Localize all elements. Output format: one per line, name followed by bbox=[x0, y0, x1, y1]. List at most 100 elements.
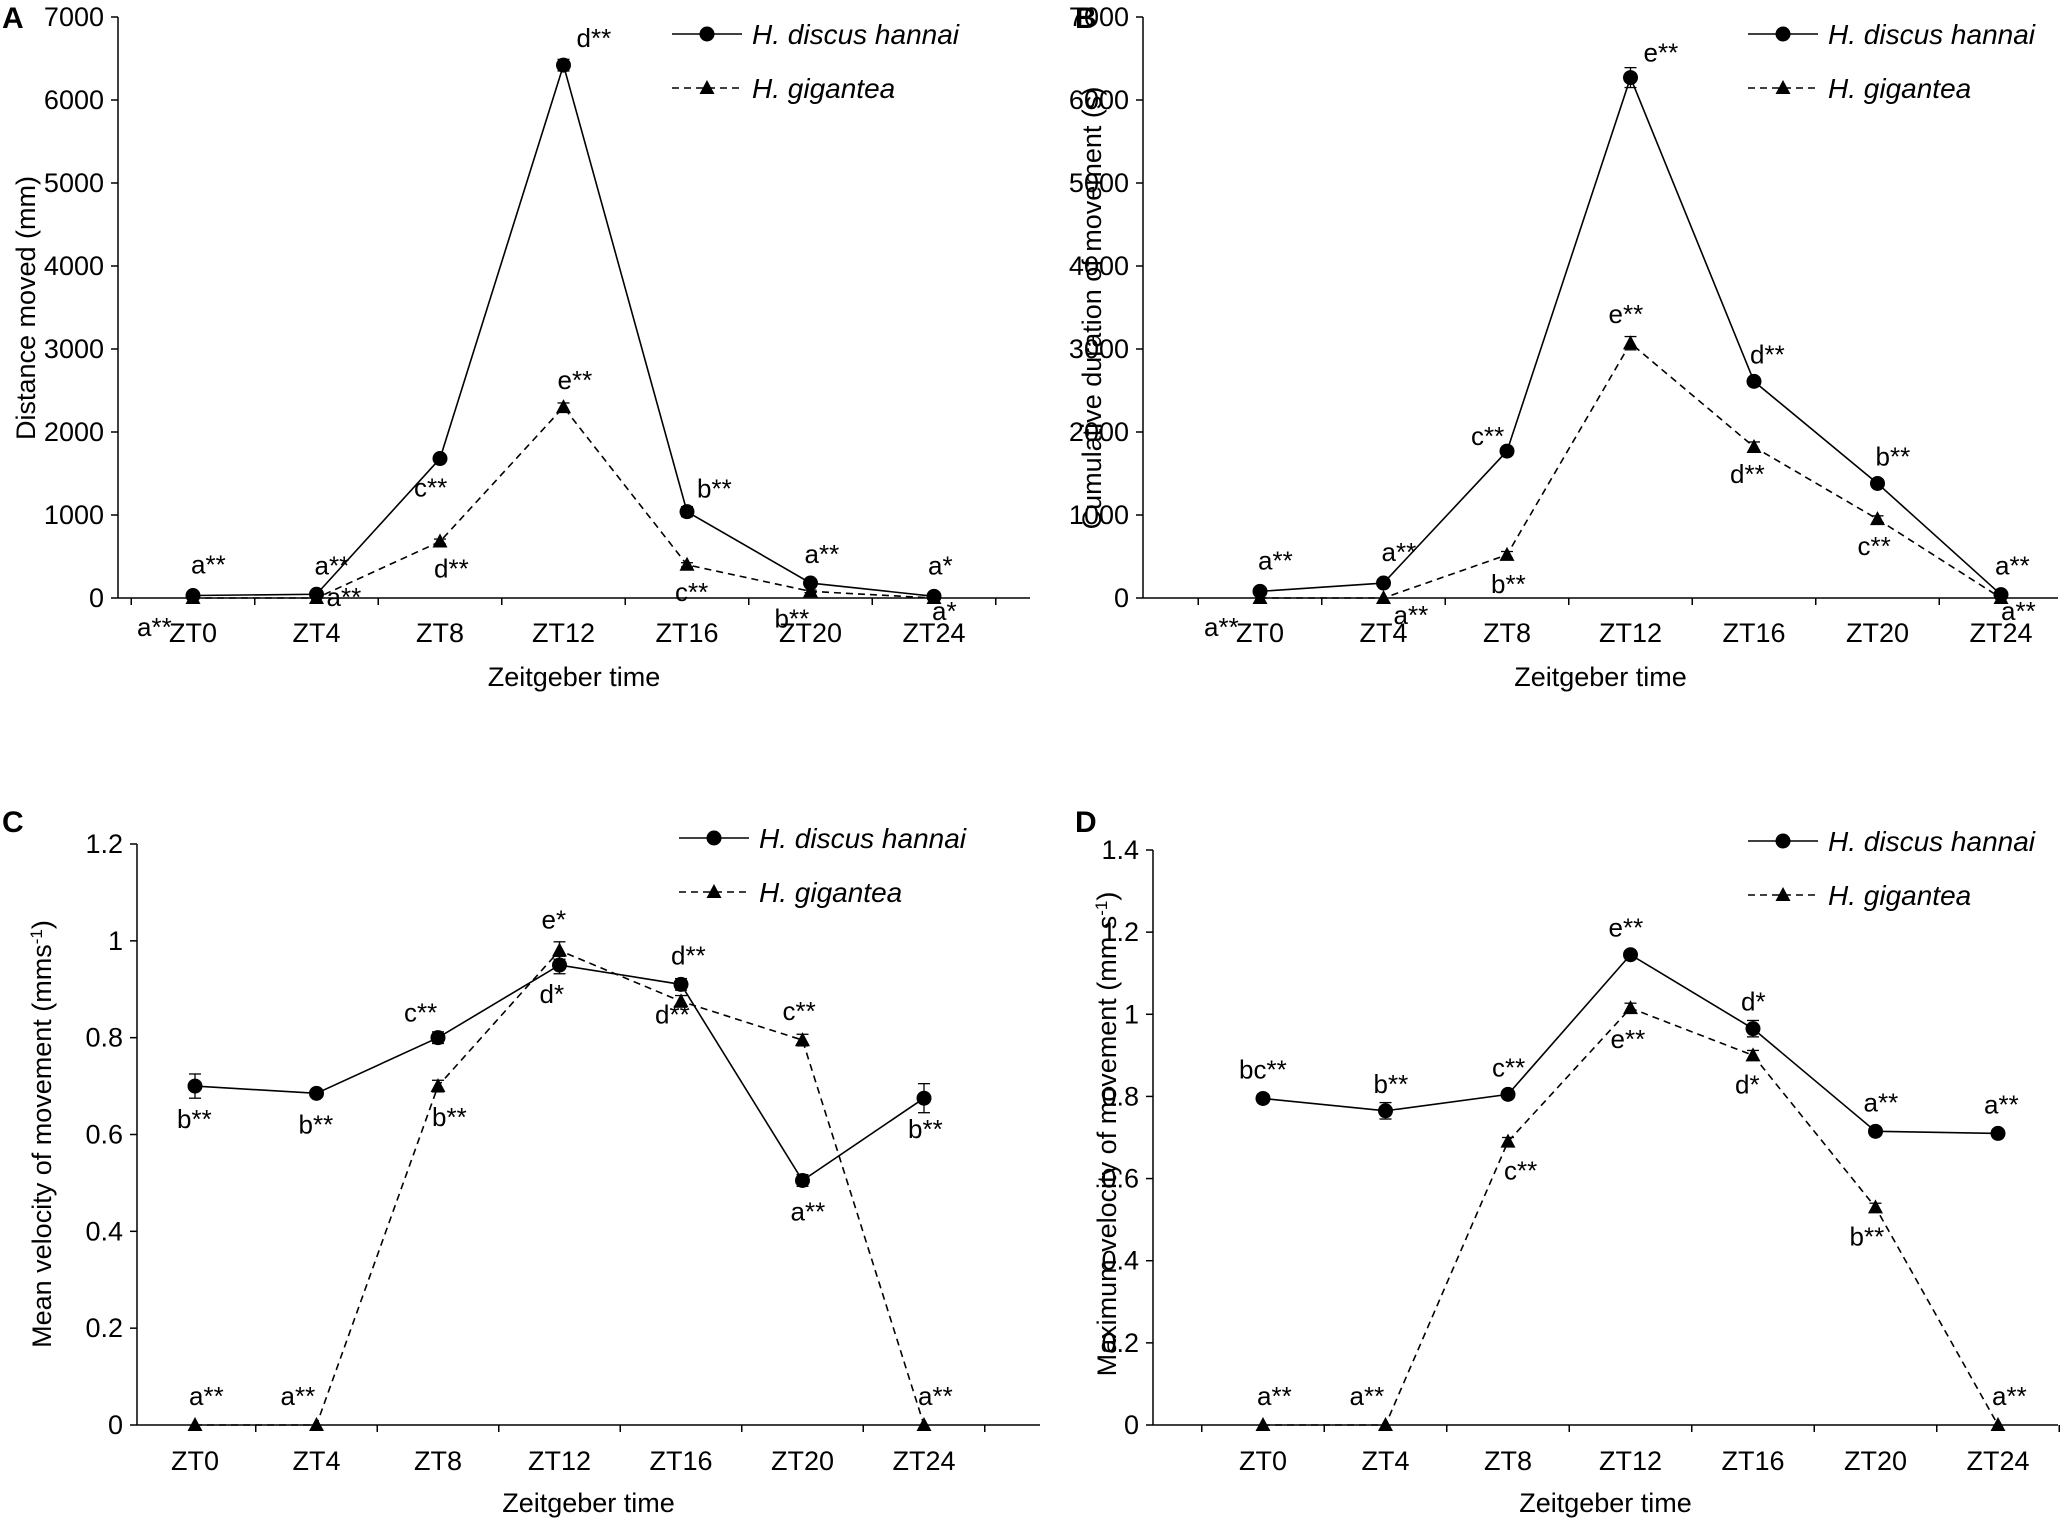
x-tick-label: ZT20 bbox=[779, 618, 842, 648]
panel-d: D 0 0.2 0.4 0.6 0.8 1 1.2 1.4 ZT0 ZT4 ZT8 ZT12 ZT16 ZT… bbox=[1075, 806, 2060, 1518]
data-point-triangle bbox=[916, 1417, 932, 1431]
data-point-circle bbox=[556, 57, 571, 73]
x-tick-label: ZT20 bbox=[1846, 618, 1909, 648]
significance-label: e* bbox=[542, 905, 567, 935]
significance-label: b** bbox=[1876, 441, 1911, 471]
data-point-triangle bbox=[309, 1417, 324, 1431]
x-axis-title: Zeitgeber time bbox=[1519, 1488, 1692, 1518]
x-tick-label: ZT24 bbox=[902, 618, 965, 648]
x-tick-label: ZT8 bbox=[1483, 618, 1531, 648]
y-tick-label: 0 bbox=[89, 583, 104, 613]
significance-label: a** bbox=[918, 1381, 953, 1411]
x-tick-label: ZT12 bbox=[1599, 618, 1662, 648]
data-point-triangle bbox=[926, 590, 942, 604]
legend-label: H. discus hannai bbox=[1828, 19, 2036, 50]
data-point-triangle bbox=[1499, 546, 1515, 561]
x-tick-label: ZT4 bbox=[292, 618, 340, 648]
significance-label: a** bbox=[137, 612, 172, 642]
x-tick-label: ZT0 bbox=[171, 1446, 219, 1476]
data-point-circle bbox=[1255, 1090, 1271, 1106]
y-tick-label: 6000 bbox=[44, 85, 104, 115]
legend-marker-circle bbox=[1775, 26, 1791, 42]
panel-letter: A bbox=[2, 2, 24, 35]
data-point-circle bbox=[430, 1030, 446, 1046]
y-tick-label: 1.2 bbox=[1101, 917, 1139, 947]
significance-label: e** bbox=[1609, 913, 1644, 943]
significance-label: a** bbox=[1394, 600, 1429, 630]
data-point-triangle bbox=[1870, 511, 1885, 526]
x-axis-title: Zeitgeber time bbox=[502, 1488, 675, 1518]
legend-label: H. gigantea bbox=[752, 73, 895, 104]
data-point-triangle bbox=[1623, 335, 1638, 350]
significance-label: d** bbox=[434, 554, 469, 584]
significance-label: b** bbox=[177, 1104, 212, 1134]
data-point-circle bbox=[679, 504, 695, 520]
data-point-circle bbox=[1499, 443, 1515, 459]
data-point-circle bbox=[1623, 947, 1638, 963]
data-point-triangle bbox=[795, 1032, 810, 1047]
significance-label: a** bbox=[1258, 545, 1293, 575]
data-point-circle bbox=[1500, 1086, 1516, 1102]
significance-label: c** bbox=[1492, 1052, 1525, 1082]
series-h-gigantea: a** a** b** e** d** c** a** bbox=[1204, 299, 2036, 642]
x-tick-label: ZT24 bbox=[1969, 618, 2032, 648]
legend-label: H. discus hannai bbox=[1828, 826, 2036, 857]
y-tick-label: 0.8 bbox=[1101, 1081, 1139, 1111]
y-axis-title: Distance moved (mm) bbox=[11, 176, 41, 440]
significance-label: d** bbox=[577, 23, 612, 53]
data-point-circle bbox=[1990, 1125, 2006, 1141]
y-axis-title: Maximum velocity of movement (mm s-1) bbox=[1092, 892, 1123, 1377]
data-point-circle bbox=[1623, 70, 1638, 86]
data-point-triangle bbox=[432, 533, 448, 548]
series-line bbox=[193, 405, 935, 599]
x-tick-label: ZT0 bbox=[1239, 1446, 1287, 1476]
y-tick-label: 0 bbox=[1114, 583, 1129, 613]
x-tick-label: ZT8 bbox=[1484, 1446, 1532, 1476]
y-tick-label: 1000 bbox=[44, 500, 104, 530]
data-point-triangle bbox=[803, 583, 818, 598]
significance-label: a** bbox=[315, 550, 350, 580]
significance-label: e** bbox=[558, 365, 593, 395]
data-point-triangle bbox=[1745, 1047, 1761, 1062]
series-h-gigantea: a**a**d**e**c**b** a* bbox=[137, 365, 957, 642]
x-tick-label: ZT4 bbox=[292, 1446, 340, 1476]
significance-label: e** bbox=[1609, 299, 1644, 329]
y-axis-title-main: Cumulative duration of movement (s) bbox=[1077, 87, 1107, 530]
legend: H. discus hannai H. gigantea bbox=[679, 823, 967, 908]
x-tick-label: ZT8 bbox=[416, 618, 464, 648]
data-point-triangle bbox=[187, 1417, 203, 1431]
data-point-triangle bbox=[309, 590, 324, 604]
x-tick-label: ZT12 bbox=[528, 1446, 591, 1476]
y-tick-label: 6000 bbox=[1069, 85, 1129, 115]
legend-marker-circle bbox=[706, 830, 722, 846]
significance-label: a* bbox=[932, 596, 957, 626]
significance-label: a** bbox=[327, 582, 362, 612]
significance-label: a** bbox=[281, 1381, 316, 1411]
data-point-circle bbox=[1745, 1021, 1761, 1037]
legend-marker-triangle bbox=[699, 80, 715, 94]
x-tick-label: ZT4 bbox=[1359, 618, 1407, 648]
legend-label: H. gigantea bbox=[759, 877, 902, 908]
series-line bbox=[192, 62, 935, 598]
series-h-discus-hannai: a** a** c** e** d** b** a** bbox=[1252, 38, 2030, 603]
y-tick-label: 2000 bbox=[44, 417, 104, 447]
panel-letter: B bbox=[1075, 2, 1097, 35]
y-axis-title: Cumulative duration of movement (s) bbox=[1077, 87, 1107, 530]
x-tick-label: ZT8 bbox=[414, 1446, 462, 1476]
significance-label: a** bbox=[1350, 1381, 1385, 1411]
y-tick-label: 0.8 bbox=[85, 1023, 123, 1053]
series-h-gigantea: a** a** b** e* d** c** a** bbox=[187, 905, 953, 1431]
legend-marker-circle bbox=[1775, 833, 1791, 849]
y-axis-title-end: ) bbox=[1092, 892, 1122, 901]
data-point-circle bbox=[552, 957, 567, 973]
y-tick-label: 5000 bbox=[44, 168, 104, 198]
significance-label: d* bbox=[1741, 987, 1766, 1017]
panel-b: B 0 1000 2000 3000 4000 5000 6000 7000 ZT0 ZT4 ZT8 Z… bbox=[1069, 2, 2058, 692]
significance-label: d** bbox=[671, 940, 706, 970]
data-point-triangle bbox=[185, 590, 201, 604]
data-point-circle bbox=[803, 575, 818, 591]
significance-label: a* bbox=[928, 550, 953, 580]
y-tick-label: 0.2 bbox=[85, 1313, 123, 1343]
data-point-circle bbox=[1376, 575, 1391, 591]
data-point-triangle bbox=[556, 399, 571, 414]
